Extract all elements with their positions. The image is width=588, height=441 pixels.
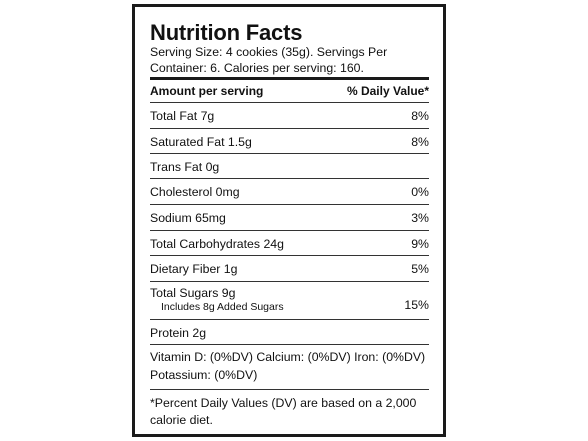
nutrient-row: Total Carbohydrates 24g 9% [150,230,429,257]
thick-divider [150,77,429,80]
vitamins-minerals: Vitamin D: (0%DV) Calcium: (0%DV) Iron: … [150,344,429,384]
serving-info: Serving Size: 4 cookies (35g). Servings … [150,45,388,75]
nutrient-row: Dietary Fiber 1g 5% [150,255,429,282]
daily-value-header: % Daily Value* [346,84,429,98]
nutrient-dv: 8% [411,135,429,149]
nutrition-facts-label: Nutrition Facts Serving Size: 4 cookies … [132,4,446,437]
nutrient-name: Dietary Fiber 1g [150,262,238,276]
nutrient-dv: 3% [411,211,429,225]
nutrient-row: Trans Fat 0g [150,153,429,180]
protein-row: Protein 2g [150,319,429,346]
footnote: *Percent Daily Values (DV) are based on … [150,389,429,429]
nutrient-row: Saturated Fat 1.5g 8% [150,128,429,155]
nutrient-name: Total Fat 7g [150,109,215,123]
nutrient-name: Trans Fat 0g [150,160,220,174]
nutrient-name: Cholesterol 0mg [150,185,240,199]
nutrient-row: Sodium 65mg 3% [150,204,429,231]
nutrient-dv: 9% [411,237,429,251]
nutrient-row: Cholesterol 0mg 0% [150,178,429,205]
sugars-dv: 15% [404,298,429,312]
added-sugars-note: Includes 8g Added Sugars [161,301,284,313]
column-header: Amount per serving % Daily Value* [150,81,429,101]
protein-name: Protein 2g [150,326,207,340]
nutrient-dv: 8% [411,109,429,123]
nutrient-name: Saturated Fat 1.5g [150,135,252,149]
nutrient-name: Sodium 65mg [150,211,226,225]
nutrient-row: Total Fat 7g 8% [150,102,429,129]
total-sugars-name: Total Sugars 9g [150,286,236,300]
amount-per-serving-header: Amount per serving [150,84,264,98]
nutrient-dv: 5% [411,262,429,276]
label-title: Nutrition Facts [150,20,303,45]
nutrient-dv: 0% [411,185,429,199]
nutrient-name: Total Carbohydrates 24g [150,237,284,251]
sugars-row: Total Sugars 9g Includes 8g Added Sugars… [150,281,429,320]
